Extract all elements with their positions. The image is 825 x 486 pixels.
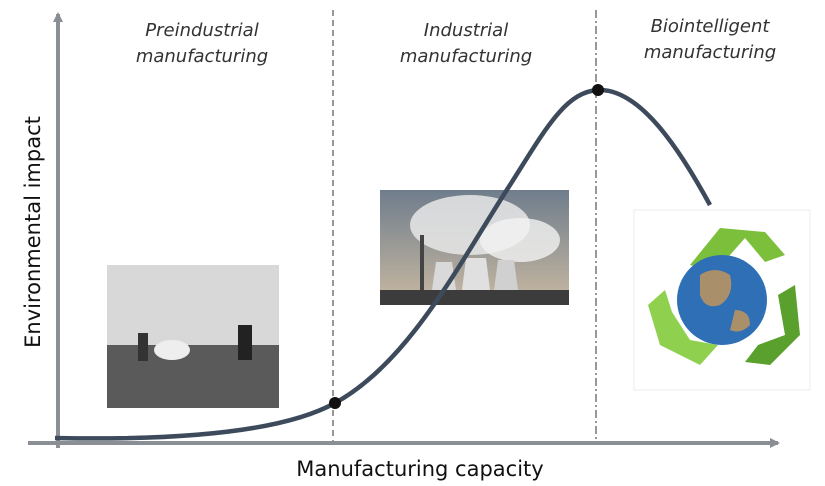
x-axis-label: Manufacturing capacity: [296, 457, 543, 481]
transition-point: [329, 397, 341, 409]
y-axis-label: Environmental impact: [21, 116, 45, 348]
page: Preindustrial manufacturing Industrial m…: [0, 0, 825, 486]
diagram: Preindustrial manufacturing Industrial m…: [0, 0, 825, 486]
phase-title: Preindustrial: [145, 20, 258, 41]
transition-point: [592, 84, 604, 96]
industrial-photo: [380, 190, 569, 305]
phase-title: manufacturing: [400, 46, 532, 67]
phase-title: manufacturing: [136, 46, 268, 67]
phase-title: Industrial: [424, 20, 508, 41]
phase-title: manufacturing: [644, 42, 776, 63]
recycle-globe-image: [634, 210, 810, 390]
phase-title: Biointelligent: [651, 16, 771, 37]
preindustrial-photo: [107, 265, 279, 408]
